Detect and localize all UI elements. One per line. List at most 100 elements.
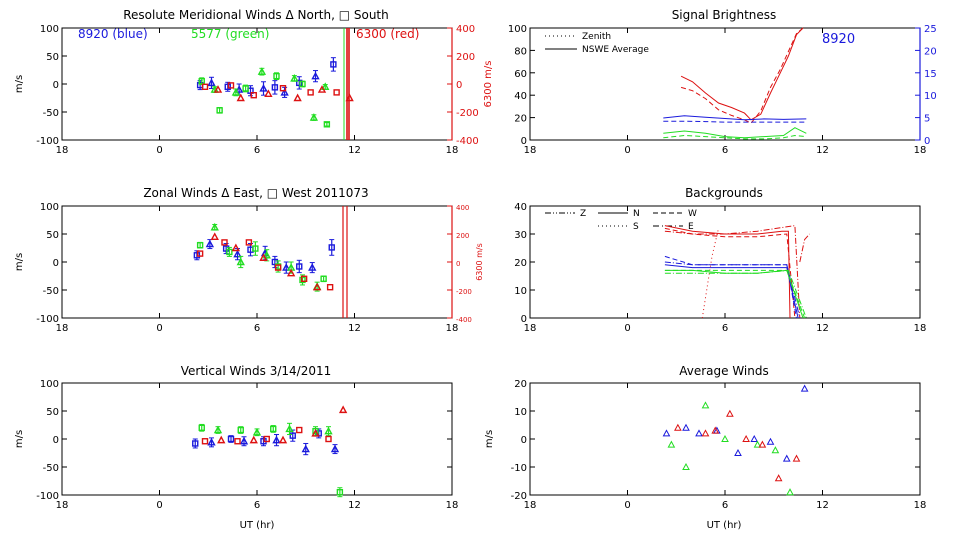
data-point-square	[245, 239, 253, 246]
data-point-triangle	[786, 488, 794, 496]
data-point-triangle	[701, 429, 710, 437]
y-tick-label: 100	[40, 24, 59, 35]
data-point-triangle	[345, 93, 354, 102]
plot-frame	[61, 382, 453, 496]
y2-tick-label: 0	[456, 80, 462, 91]
chart-title: Resolute Meridional Winds Δ North, □ Sou…	[123, 8, 389, 22]
x-tick-label: 6	[722, 323, 728, 334]
data-point-triangle	[701, 401, 710, 409]
y-tick-label: 20	[514, 379, 527, 390]
data-point-triangle	[338, 405, 348, 414]
data-point-triangle	[682, 423, 690, 431]
legend-n-label: N	[633, 209, 640, 219]
y2-axis-label: 6300 m/s	[475, 243, 484, 281]
data-point-square	[320, 275, 327, 282]
data-point-triangle	[278, 435, 288, 444]
panel-vertical: Vertical Winds 3/14/2011 m/s UT (hr)	[14, 364, 453, 531]
data-point-triangle	[667, 440, 676, 448]
data-point-triangle	[259, 253, 268, 261]
legend-green-label: 5577 (green)	[191, 27, 269, 41]
y-tick-label: -100	[36, 314, 59, 325]
y-tick-label: 50	[46, 407, 59, 418]
data-point-square	[323, 121, 331, 128]
data-point-square	[273, 72, 280, 80]
data-point-triangle	[674, 423, 682, 431]
data-point-triangle	[264, 89, 273, 98]
data-point-square	[271, 258, 279, 266]
y-tick-label: -10	[511, 463, 527, 474]
data-point-triangle	[249, 435, 258, 444]
data-point-square	[300, 275, 308, 282]
data-point-square	[330, 61, 337, 68]
data-point-triangle	[312, 282, 322, 291]
data-point-triangle	[726, 409, 734, 417]
legend-s-label: S	[633, 222, 639, 232]
data-point-square	[201, 438, 209, 445]
red-series-line	[680, 27, 804, 124]
y-tick-label: 0	[521, 136, 527, 147]
chart-title: Zonal Winds Δ East, □ West 2011073	[143, 186, 368, 200]
x-axis-label: UT (hr)	[707, 520, 742, 531]
data-point-triangle	[233, 249, 242, 258]
x-tick-label: 0	[624, 145, 630, 156]
data-point-triangle	[800, 384, 809, 392]
chart-title: Signal Brightness	[672, 8, 777, 22]
y2-tick-label: 25	[924, 24, 937, 35]
x-tick-label: 6	[254, 145, 260, 156]
x-tick-label: 0	[624, 500, 630, 511]
data-point-square	[299, 80, 306, 88]
y-tick-label: -100	[36, 491, 59, 502]
data-point-square	[242, 85, 249, 92]
blue-series-line	[664, 255, 797, 319]
y-tick-label: 20	[514, 114, 527, 125]
data-point-triangle	[311, 428, 320, 437]
x-axis-label: UT (hr)	[240, 520, 275, 531]
y-tick-label: 100	[40, 202, 59, 213]
y2-tick-label: 20	[924, 46, 937, 57]
y-tick-label: 50	[46, 230, 59, 241]
data-point-square	[299, 276, 306, 284]
data-point-square	[250, 91, 257, 99]
x-tick-label: 18	[446, 323, 459, 334]
y-tick-label: 100	[508, 24, 527, 35]
y-tick-label: 40	[514, 91, 527, 102]
data-point-triangle	[210, 222, 219, 231]
green-series-line	[663, 134, 807, 140]
data-point-square	[192, 440, 199, 447]
red-series-line	[799, 233, 810, 263]
x-tick-label: 18	[56, 500, 69, 511]
data-point-triangle	[286, 268, 296, 277]
chart-title: Vertical Winds 3/14/2011	[181, 364, 332, 378]
data-point-square	[289, 432, 296, 439]
data-point-triangle	[252, 427, 262, 436]
data-point-triangle	[207, 437, 216, 446]
data-point-triangle	[262, 250, 271, 259]
y-tick-label: 40	[514, 202, 527, 213]
green-series-line	[664, 269, 806, 319]
x-tick-label: 12	[348, 500, 361, 511]
data-point-square	[296, 79, 303, 87]
data-point-triangle	[259, 84, 268, 92]
data-point-square	[193, 252, 201, 259]
y-tick-label: 0	[521, 314, 527, 325]
x-tick-label: 18	[524, 323, 537, 334]
legend-blue-label: 8920 (blue)	[78, 27, 148, 41]
y-tick-label: 10	[514, 407, 527, 418]
red-series-line	[664, 225, 801, 319]
data-point-triangle	[682, 462, 690, 470]
data-point-square	[198, 77, 205, 85]
data-point-triangle	[782, 454, 791, 462]
y-tick-label: -50	[43, 286, 59, 297]
legend-red-label: 6300 (red)	[356, 27, 419, 41]
data-point-triangle	[753, 440, 762, 448]
legend-w-label: W	[688, 209, 697, 219]
data-point-square	[226, 248, 233, 256]
x-tick-label: 6	[254, 323, 260, 334]
data-point-square	[221, 239, 228, 246]
data-point-square	[201, 83, 209, 91]
x-tick-label: 18	[914, 145, 927, 156]
data-point-triangle	[324, 426, 333, 435]
x-tick-label: 18	[524, 500, 537, 511]
data-point-triangle	[213, 85, 223, 93]
